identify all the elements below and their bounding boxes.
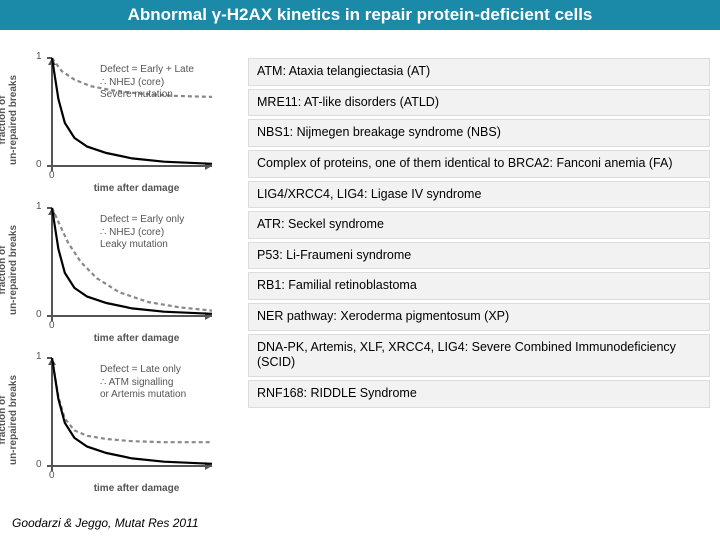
list-item: ATR: Seckel syndrome [248,211,710,239]
citation: Goodarzi & Jeggo, Mutat Res 2011 [12,516,199,530]
xtick-0: 0 [49,470,55,481]
list-item: LIG4/XRCC4, LIG4: Ligase IV syndrome [248,181,710,209]
syndrome-list: ATM: Ataxia telangiectasia (AT) MRE11: A… [248,40,710,494]
chart-early-only: 100fraction of un-repaired breakstime af… [10,196,240,344]
chart-early-late: 100fraction of un-repaired breakstime af… [10,46,240,194]
defect-label: Defect = Early only ∴ NHEJ (core) Leaky … [100,214,184,252]
list-item: DNA-PK, Artemis, XLF, XRCC4, LIG4: Sever… [248,334,710,377]
defect-label: Defect = Late only ∴ ATM signalling or A… [100,364,186,402]
list-item: RB1: Familial retinoblastoma [248,272,710,300]
list-item: MRE11: AT-like disorders (ATLD) [248,89,710,117]
list-item: RNF168: RIDDLE Syndrome [248,380,710,408]
content: 100fraction of un-repaired breakstime af… [0,30,720,494]
ytick-1: 1 [36,201,42,212]
x-axis-label: time after damage [94,183,180,194]
chart-late-only: 100fraction of un-repaired breakstime af… [10,346,240,494]
ytick-0: 0 [36,159,42,170]
x-axis-label: time after damage [94,483,180,494]
title-bar: Abnormal γ-H2AX kinetics in repair prote… [0,0,720,30]
ytick-1: 1 [36,51,42,62]
xtick-0: 0 [49,320,55,331]
ytick-0: 0 [36,309,42,320]
list-item: NBS1: Nijmegen breakage syndrome (NBS) [248,119,710,147]
list-item: NER pathway: Xeroderma pigmentosum (XP) [248,303,710,331]
charts-column: 100fraction of un-repaired breakstime af… [10,40,240,494]
x-axis-label: time after damage [94,333,180,344]
defect-label: Defect = Early + Late ∴ NHEJ (core) Seve… [100,64,194,102]
ytick-0: 0 [36,459,42,470]
xtick-0: 0 [49,170,55,181]
list-item: Complex of proteins, one of them identic… [248,150,710,178]
list-item: P53: Li-Fraumeni syndrome [248,242,710,270]
list-item: ATM: Ataxia telangiectasia (AT) [248,58,710,86]
y-axis-label: fraction of un-repaired breaks [0,60,19,180]
page-title: Abnormal γ-H2AX kinetics in repair prote… [128,5,593,25]
y-axis-label: fraction of un-repaired breaks [0,210,19,330]
ytick-1: 1 [36,351,42,362]
y-axis-label: fraction of un-repaired breaks [0,360,19,480]
